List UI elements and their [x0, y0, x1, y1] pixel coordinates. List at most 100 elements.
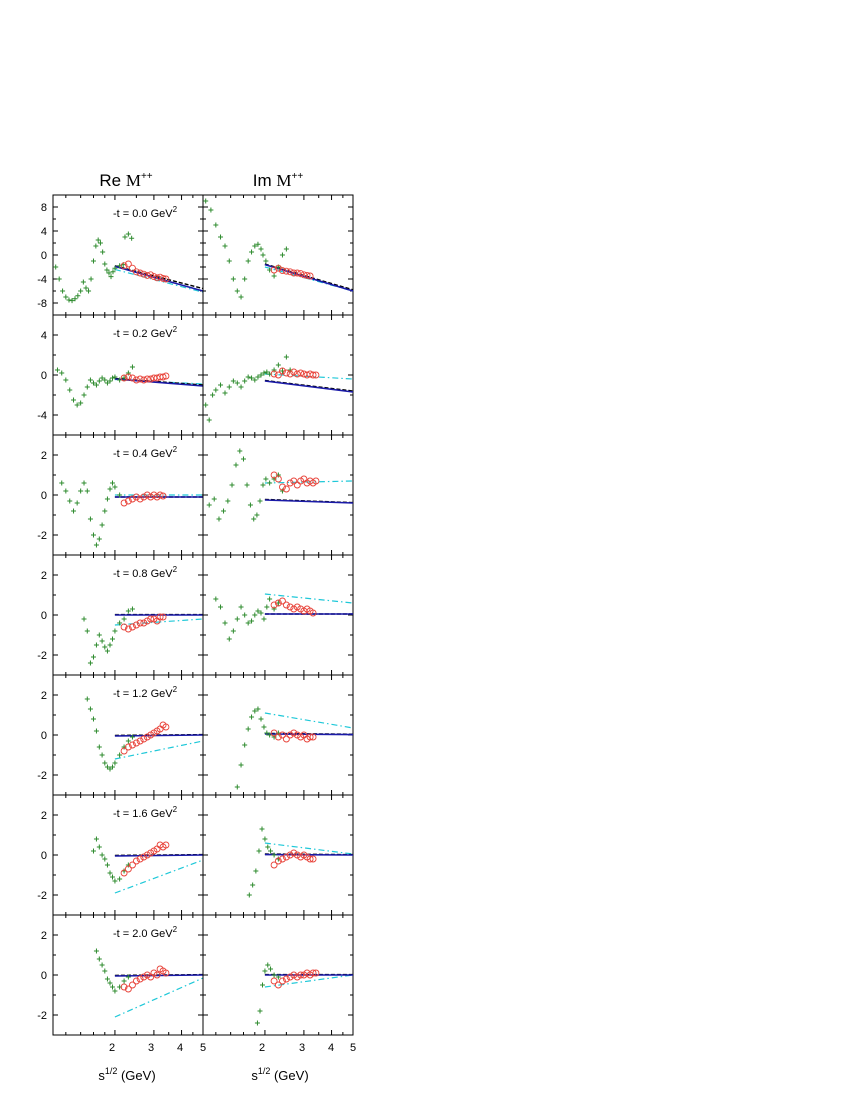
data-point-circle [124, 865, 132, 873]
x-tick-label-right-4: 4 [328, 1042, 334, 1054]
panel-label: -t = 0.4 GeV2 [113, 445, 178, 460]
data-point-plus [102, 856, 108, 862]
data-point-plus [109, 874, 115, 880]
data-point-plus [100, 249, 106, 255]
data-point-circle [143, 491, 151, 499]
x-axis-label-right-suffix: (GeV) [270, 1068, 308, 1083]
data-point-plus [93, 542, 99, 548]
data-point-plus [74, 500, 80, 506]
data-point-plus [203, 402, 209, 408]
data-point-plus [238, 762, 244, 768]
data-point-plus [125, 231, 131, 237]
data-point-circle [279, 267, 286, 275]
data-point-circle [124, 260, 132, 268]
data-point-plus [233, 462, 239, 468]
data-point-plus [226, 636, 232, 642]
column-title-im-M: M [276, 171, 291, 190]
data-point-circle [270, 729, 278, 737]
panel-re-6: -202 -t = 2.0 GeV2 [37, 914, 204, 1036]
data-point-plus [254, 512, 260, 518]
data-point-plus [102, 377, 108, 383]
data-point-plus [81, 616, 87, 622]
data-point-plus [107, 378, 113, 384]
data-point-plus [255, 706, 261, 712]
data-point-plus [96, 844, 102, 850]
y-tick-label-2: 2 [41, 570, 47, 582]
y-tick-label-0: 0 [41, 370, 47, 382]
data-point-plus [253, 868, 259, 874]
data-point-circle [286, 851, 294, 859]
data-point-plus [229, 482, 235, 488]
panel-im-3 [202, 554, 354, 676]
data-point-circle [293, 731, 301, 739]
data-point-plus [99, 852, 105, 858]
data-point-plus [261, 370, 267, 376]
data-point-circle [124, 373, 132, 381]
data-point-plus [265, 962, 271, 968]
data-point-plus [87, 706, 93, 712]
data-point-plus [112, 265, 118, 271]
data-point-plus [78, 288, 84, 294]
data-point-plus [261, 616, 267, 622]
data-point-circle [286, 973, 294, 981]
data-point-circle [129, 981, 136, 989]
model-curve-black [114, 265, 204, 290]
data-point-plus [78, 400, 84, 406]
data-point-plus [271, 972, 277, 978]
x-tick-label-left-2: 2 [109, 1042, 115, 1054]
x-tick-label-right-5: 5 [350, 1042, 356, 1054]
data-point-plus [112, 628, 118, 634]
column-title-re-sup: ++ [141, 171, 153, 182]
column-title-im-sup: ++ [292, 171, 304, 182]
model-curve-cyan [264, 480, 354, 484]
data-point-plus [63, 488, 69, 494]
data-point-circle [309, 609, 317, 617]
data-point-circle [279, 731, 286, 739]
data-point-circle [286, 479, 294, 487]
data-point-plus [104, 496, 110, 502]
model-curve-cyan [114, 859, 204, 894]
data-point-plus [249, 375, 255, 381]
data-point-plus [90, 258, 96, 264]
data-point-circle [129, 741, 136, 749]
data-point-circle [282, 267, 290, 275]
data-point-plus [96, 744, 102, 750]
data-point-plus [96, 378, 102, 384]
data-point-circle [136, 619, 144, 627]
data-point-plus [230, 378, 236, 384]
data-point-plus [78, 488, 84, 494]
data-point-plus [90, 848, 96, 854]
data-point-circle [309, 855, 317, 863]
x-axis-label-left-base: s [98, 1068, 105, 1083]
model-curve-cyan [114, 740, 204, 760]
data-point-circle [290, 605, 298, 613]
data-point-plus [125, 974, 131, 980]
data-point-circle [136, 737, 144, 745]
data-point-plus [93, 948, 99, 954]
data-point-circle [162, 372, 170, 380]
data-point-plus [88, 276, 94, 282]
data-point-plus [104, 862, 110, 868]
model-curve-blue [264, 499, 354, 504]
data-point-plus [117, 876, 123, 882]
data-point-plus [213, 596, 219, 602]
data-point-plus [93, 382, 99, 388]
data-point-plus [81, 392, 87, 398]
x-axis-label-left-suffix: (GeV) [117, 1068, 155, 1083]
data-point-circle [293, 269, 301, 277]
data-point-circle [282, 735, 290, 743]
data-point-circle [303, 271, 311, 279]
data-point-plus [117, 752, 123, 758]
data-point-circle [162, 723, 170, 731]
x-tick-label-left-4: 4 [177, 1042, 183, 1054]
y-tick-label-2: 2 [41, 810, 47, 822]
y-tick-label-4: 4 [41, 330, 47, 342]
data-point-plus [104, 976, 110, 982]
data-point-plus [93, 836, 99, 842]
panel-label: -t = 1.6 GeV2 [113, 805, 178, 820]
data-point-plus [264, 730, 270, 736]
panel-label-sup: 2 [173, 325, 178, 334]
data-point-plus [257, 1008, 263, 1014]
